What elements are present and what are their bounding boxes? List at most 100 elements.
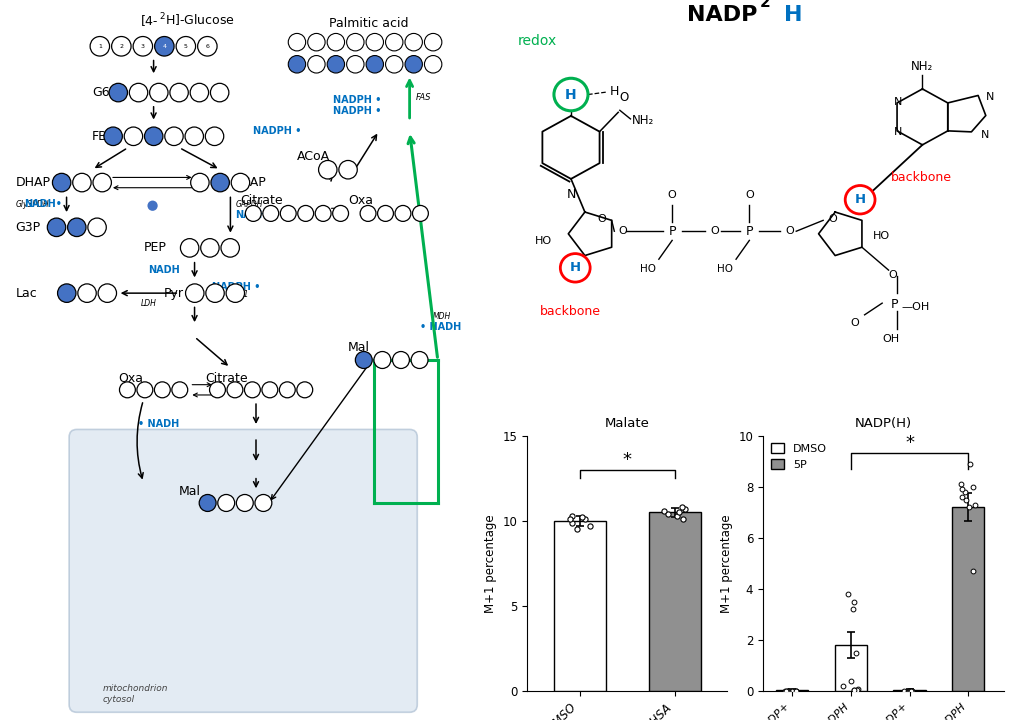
Text: mitochondrion: mitochondrion (102, 684, 168, 693)
Point (840, 588, 856, 600)
Circle shape (246, 205, 261, 222)
Text: NADPH •: NADPH • (213, 282, 261, 292)
Text: Mal: Mal (348, 341, 370, 354)
Point (850, 683, 866, 694)
Text: NADPH •: NADPH • (254, 126, 302, 136)
Point (836, 680, 852, 692)
Circle shape (201, 238, 219, 257)
Point (961, 501, 977, 513)
Point (901, 685, 918, 697)
Text: NH₂: NH₂ (632, 114, 653, 127)
FancyBboxPatch shape (70, 429, 418, 712)
Text: FBP: FBP (92, 130, 116, 143)
Point (788, 685, 805, 697)
Text: P: P (669, 225, 676, 238)
Circle shape (262, 382, 278, 398)
Text: H: H (784, 5, 803, 25)
Circle shape (172, 382, 187, 398)
Circle shape (155, 382, 170, 398)
Circle shape (328, 55, 344, 73)
Point (563, 510, 580, 521)
Text: G3P: G3P (15, 221, 41, 234)
Circle shape (355, 351, 373, 369)
Title: NADP(H): NADP(H) (855, 418, 911, 431)
Bar (776, 690, 808, 691)
Point (786, 685, 803, 697)
Text: LDH: LDH (140, 300, 157, 308)
Circle shape (93, 174, 112, 192)
Y-axis label: M+1 percentage: M+1 percentage (720, 514, 733, 613)
Circle shape (560, 253, 590, 282)
Text: H: H (855, 193, 865, 206)
Point (788, 685, 805, 697)
Circle shape (52, 174, 71, 192)
Circle shape (218, 495, 234, 511)
Circle shape (346, 55, 365, 73)
Circle shape (307, 33, 326, 51)
Circle shape (120, 382, 135, 398)
Text: 2: 2 (760, 0, 771, 10)
Text: P: P (745, 225, 753, 238)
Circle shape (104, 127, 123, 145)
Legend: DMSO, 5P: DMSO, 5P (768, 441, 829, 472)
Point (953, 478, 970, 490)
Bar (894, 690, 926, 691)
Circle shape (298, 205, 313, 222)
Circle shape (73, 174, 91, 192)
Point (900, 685, 916, 697)
Circle shape (845, 186, 876, 214)
Text: HO: HO (536, 236, 552, 246)
Point (777, 685, 794, 697)
Text: MDH: MDH (432, 312, 451, 321)
Circle shape (411, 351, 428, 369)
Text: GAPDH: GAPDH (236, 199, 263, 209)
Bar (648, 513, 700, 691)
Circle shape (360, 205, 376, 222)
Circle shape (133, 37, 153, 56)
Text: [4-: [4- (141, 14, 159, 27)
Point (787, 685, 804, 697)
Circle shape (346, 33, 365, 51)
Text: OH: OH (570, 268, 588, 278)
Circle shape (245, 382, 260, 398)
Point (779, 685, 796, 697)
Point (846, 596, 862, 608)
Point (655, 505, 672, 516)
Circle shape (289, 33, 305, 51)
Circle shape (144, 127, 163, 145)
Point (957, 486, 974, 498)
Point (779, 685, 796, 697)
Text: Gly3PDH: Gly3PDH (15, 199, 49, 209)
Circle shape (112, 37, 131, 56)
Point (846, 684, 862, 696)
Point (780, 685, 797, 697)
Text: N: N (981, 130, 989, 140)
Point (846, 684, 862, 696)
Circle shape (185, 127, 204, 145)
Circle shape (318, 161, 337, 179)
Text: N: N (894, 96, 902, 107)
Point (954, 484, 971, 495)
Circle shape (47, 218, 66, 237)
Circle shape (333, 205, 348, 222)
Text: O: O (618, 226, 628, 236)
Text: backbone: backbone (891, 171, 951, 184)
Circle shape (413, 205, 428, 222)
Circle shape (200, 495, 216, 511)
Text: Oxa: Oxa (118, 372, 142, 384)
Circle shape (406, 55, 423, 73)
Point (561, 513, 578, 525)
Circle shape (392, 351, 410, 369)
Circle shape (129, 84, 147, 102)
Circle shape (78, 284, 96, 302)
Point (954, 491, 971, 503)
Circle shape (231, 174, 250, 192)
Text: NADH•: NADH• (236, 210, 273, 220)
Circle shape (307, 55, 326, 73)
Text: PEP: PEP (143, 241, 166, 254)
Text: G6P: G6P (92, 86, 118, 99)
Text: NADH: NADH (148, 265, 180, 275)
Text: cytosol: cytosol (102, 695, 134, 703)
Text: P: P (891, 298, 899, 311)
Circle shape (185, 284, 204, 302)
